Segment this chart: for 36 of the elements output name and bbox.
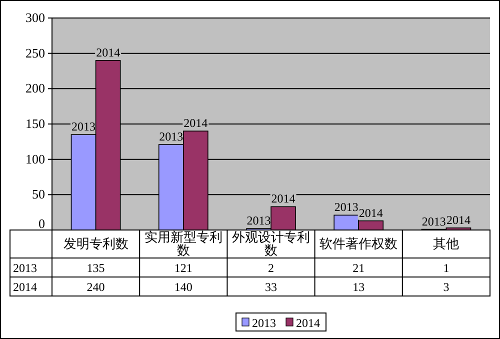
x-tick-label: 发明专利数 <box>63 236 128 251</box>
y-tick-label: 200 <box>26 80 45 96</box>
x-tick-label: 其他 <box>433 236 460 251</box>
y-tick-label: 300 <box>26 10 45 25</box>
text: 2013 <box>13 261 37 275</box>
text: 2013 <box>422 214 446 228</box>
y-tick-label: 0 <box>38 216 45 231</box>
text: 2014 <box>13 280 37 294</box>
text: 2014 <box>184 116 208 130</box>
legend-label: 2013 <box>252 316 276 330</box>
text: 2013 <box>334 200 358 214</box>
x-tick-label: 软件著作权数 <box>320 236 398 251</box>
y-tick-label: 250 <box>26 45 45 60</box>
y-tick-label: 50 <box>32 186 45 202</box>
data-label: 1 <box>443 261 450 275</box>
text: 2013 <box>72 120 96 134</box>
text: 2013 <box>246 214 271 228</box>
data-label: 240 <box>86 280 105 294</box>
y-tick-label: 150 <box>26 116 45 131</box>
text: 2014 <box>446 212 470 227</box>
data-label: 135 <box>86 261 105 275</box>
data-label: 13 <box>352 280 365 294</box>
text: 2014 <box>358 206 383 220</box>
x-tick-label: 外观设计专利数 <box>232 230 310 258</box>
data-label: 140 <box>174 280 192 294</box>
data-label: 2 <box>268 261 274 275</box>
legend-label: 2014 <box>296 316 320 330</box>
data-label: 33 <box>265 280 277 294</box>
y-tick-label: 100 <box>26 151 45 166</box>
text: 2014 <box>96 45 120 60</box>
text: 2014 <box>271 192 296 206</box>
data-label: 21 <box>352 261 365 275</box>
data-label: 121 <box>174 261 192 275</box>
text: 2013 <box>159 129 184 144</box>
data-label: 3 <box>443 280 450 294</box>
x-tick-label: 实用新型专利数 <box>144 230 222 258</box>
